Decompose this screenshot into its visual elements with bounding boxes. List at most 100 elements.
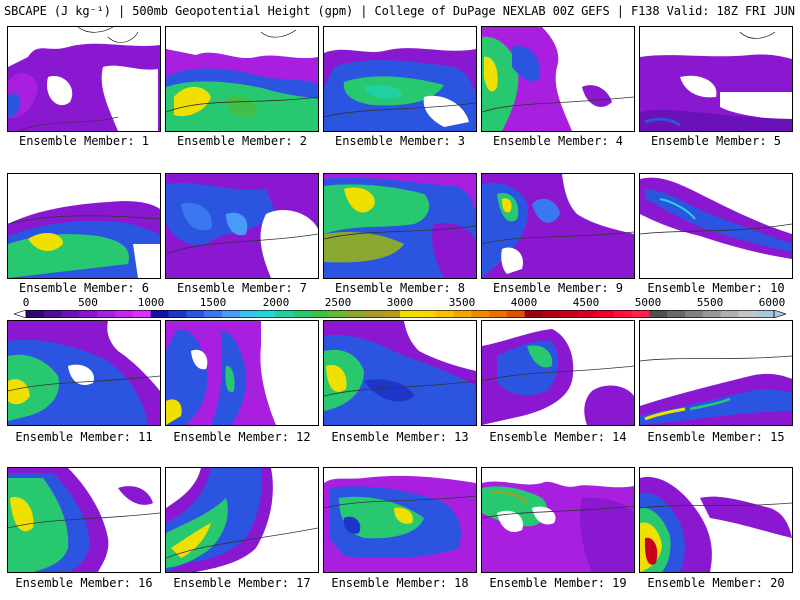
colorbar-border bbox=[25, 310, 775, 318]
colorbar-segment bbox=[186, 310, 205, 318]
ensemble-panel[interactable] bbox=[323, 467, 477, 573]
colorbar-segment bbox=[204, 310, 223, 318]
ensemble-panel[interactable] bbox=[639, 467, 793, 573]
sbcape-map bbox=[8, 27, 160, 131]
ensemble-panel[interactable] bbox=[165, 320, 319, 426]
ensemble-member-label: Ensemble Member: 15 bbox=[647, 430, 785, 444]
ensemble-panel[interactable] bbox=[639, 26, 793, 132]
colorbar-segment bbox=[702, 310, 722, 318]
colorbar-tick-label: 3000 bbox=[386, 296, 414, 309]
colorbar-segment bbox=[43, 310, 63, 318]
sbcape-map bbox=[324, 27, 476, 131]
colorbar-segment bbox=[61, 310, 80, 318]
sbcape-map bbox=[166, 468, 318, 572]
colorbar-max-arrow bbox=[773, 310, 786, 318]
colorbar-segment bbox=[720, 310, 739, 318]
sbcape-map bbox=[8, 174, 160, 278]
colorbar-segment bbox=[382, 310, 401, 318]
ensemble-panel[interactable] bbox=[7, 467, 161, 573]
colorbar-segment bbox=[26, 310, 45, 318]
colorbar-tick-label: 5000 bbox=[634, 296, 662, 309]
ensemble-member-label: Ensemble Member: 20 bbox=[647, 576, 785, 590]
ensemble-member-label: Ensemble Member: 6 bbox=[18, 281, 150, 295]
ensemble-member-label: Ensemble Member: 9 bbox=[492, 281, 624, 295]
ensemble-panel[interactable] bbox=[481, 26, 635, 132]
colorbar-segment bbox=[97, 310, 116, 318]
colorbar-segment bbox=[506, 310, 526, 318]
colorbar-segment bbox=[150, 310, 169, 318]
sbcape-map bbox=[8, 321, 160, 425]
ensemble-panel[interactable] bbox=[481, 467, 635, 573]
sbcape-map bbox=[482, 468, 634, 572]
sbcape-map bbox=[166, 27, 318, 131]
sbcape-map bbox=[324, 321, 476, 425]
ensemble-panel[interactable] bbox=[165, 26, 319, 132]
colorbar-segment bbox=[310, 310, 330, 318]
sbcape-map bbox=[166, 321, 318, 425]
ensemble-member-label: Ensemble Member: 3 bbox=[334, 134, 466, 148]
colorbar-segment bbox=[649, 310, 668, 318]
colorbar-segment bbox=[346, 310, 365, 318]
ensemble-panel[interactable] bbox=[639, 173, 793, 279]
colorbar-tick-label: 1000 bbox=[137, 296, 165, 309]
colorbar-segment bbox=[453, 310, 472, 318]
ensemble-panel[interactable] bbox=[481, 320, 635, 426]
colorbar-segment bbox=[684, 310, 704, 318]
ensemble-member-label: Ensemble Member: 4 bbox=[492, 134, 624, 148]
colorbar-segment bbox=[328, 310, 348, 318]
ensemble-panel[interactable] bbox=[323, 26, 477, 132]
colorbar-segment bbox=[115, 310, 134, 318]
ensemble-member-label: Ensemble Member: 1 bbox=[18, 134, 150, 148]
ensemble-member-label: Ensemble Member: 18 bbox=[331, 576, 469, 590]
sbcape-map bbox=[640, 174, 792, 278]
ensemble-member-label: Ensemble Member: 14 bbox=[489, 430, 627, 444]
colorbar-segment bbox=[578, 310, 597, 318]
sbcape-map bbox=[166, 174, 318, 278]
colorbar-segment bbox=[400, 310, 419, 318]
ensemble-member-label: Ensemble Member: 17 bbox=[173, 576, 311, 590]
ensemble-member-label: Ensemble Member: 2 bbox=[176, 134, 308, 148]
sbcape-colorbar bbox=[14, 310, 786, 318]
ensemble-panel[interactable] bbox=[323, 320, 477, 426]
colorbar-segment bbox=[613, 310, 633, 318]
colorbar-segment bbox=[364, 310, 383, 318]
colorbar-segment bbox=[257, 310, 276, 318]
colorbar-segment bbox=[79, 310, 98, 318]
colorbar-tick-label: 6000 bbox=[758, 296, 786, 309]
colorbar-tick-label: 0 bbox=[22, 296, 30, 309]
ensemble-panel[interactable] bbox=[7, 320, 161, 426]
colorbar-segment bbox=[560, 310, 579, 318]
colorbar-tick-label: 3500 bbox=[448, 296, 476, 309]
ensemble-member-label: Ensemble Member: 19 bbox=[489, 576, 627, 590]
sbcape-map bbox=[640, 321, 792, 425]
ensemble-panel[interactable] bbox=[481, 173, 635, 279]
ensemble-member-label: Ensemble Member: 11 bbox=[15, 430, 153, 444]
ensemble-panel[interactable] bbox=[7, 26, 161, 132]
colorbar-segment bbox=[293, 310, 312, 318]
colorbar-segment bbox=[471, 310, 490, 318]
ensemble-member-label: Ensemble Member: 12 bbox=[173, 430, 311, 444]
ensemble-panel[interactable] bbox=[165, 173, 319, 279]
ensemble-member-label: Ensemble Member: 13 bbox=[331, 430, 469, 444]
colorbar-segment bbox=[435, 310, 454, 318]
colorbar-tick-label: 4500 bbox=[572, 296, 600, 309]
ensemble-member-label: Ensemble Member: 8 bbox=[334, 281, 466, 295]
ensemble-panel[interactable] bbox=[7, 173, 161, 279]
colorbar-segment bbox=[221, 310, 241, 318]
colorbar-segment bbox=[631, 310, 650, 318]
colorbar-segment bbox=[524, 310, 543, 318]
sbcape-map bbox=[640, 27, 792, 131]
colorbar-min-arrow bbox=[14, 310, 27, 318]
colorbar-segment bbox=[275, 310, 294, 318]
ensemble-member-label: Ensemble Member: 7 bbox=[176, 281, 308, 295]
colorbar-tick-label: 2500 bbox=[324, 296, 352, 309]
ensemble-member-label: Ensemble Member: 5 bbox=[650, 134, 782, 148]
colorbar-segment bbox=[595, 310, 615, 318]
sbcape-map bbox=[482, 174, 634, 278]
ensemble-panel[interactable] bbox=[165, 467, 319, 573]
sbcape-map bbox=[482, 27, 634, 131]
ensemble-panel[interactable] bbox=[639, 320, 793, 426]
colorbar-tick-label: 4000 bbox=[510, 296, 538, 309]
ensemble-panel[interactable] bbox=[323, 173, 477, 279]
colorbar-segment bbox=[417, 310, 437, 318]
